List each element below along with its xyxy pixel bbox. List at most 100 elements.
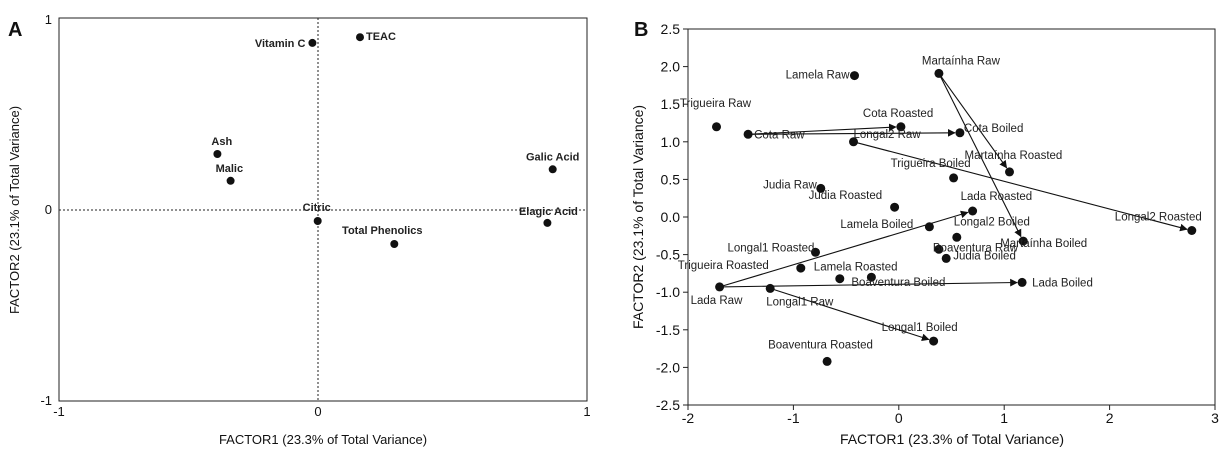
panel-b-point-longal2-boiled <box>952 232 962 242</box>
panel-b-arrow-longal2-raw-to-longal2-roasted <box>853 141 1188 232</box>
panel-b-arrow-longal1-raw-to-longal1-boiled <box>770 287 930 342</box>
panel-b-xtick: 1 <box>1000 410 1008 426</box>
panel-b-point-longal1-roasted <box>811 247 820 257</box>
panel-b-point-label: Martaínha Raw <box>922 55 1001 67</box>
panel-b-xtick: -1 <box>787 410 800 426</box>
panel-a-point-label: TEAC <box>366 31 396 43</box>
panel-b-point-label: Judia Roasted <box>809 190 883 202</box>
panel-b-ytick: -1.0 <box>656 284 680 300</box>
panel-b-point-judia-roasted <box>890 202 900 212</box>
panel-b-point-cota-roasted <box>896 122 906 132</box>
panel-b-point-cota-boiled <box>955 128 965 138</box>
panel-a-point-ash <box>213 150 222 158</box>
panel-b-point-lada-raw <box>715 282 725 292</box>
panel-a-point-vitamin-c <box>308 38 317 47</box>
panel-b-point-label: Lada Raw <box>691 295 743 307</box>
panel-b-point-label: Cota Roasted <box>863 108 933 120</box>
panel-b-point-longal2-roasted <box>1187 226 1197 235</box>
panel-a-points: Vitamin C TEAC Ash Malic Galic Acid Citric Ela… <box>211 31 579 248</box>
panel-b-xtick: 0 <box>895 410 903 426</box>
panel-a-point-malic <box>226 176 235 185</box>
panel-a-x-axis-title: FACTOR1 (23.3% of Total Variance) <box>219 432 427 447</box>
panel-b-xtick: 3 <box>1211 410 1219 426</box>
panel-b-point-judia-boiled <box>941 253 951 263</box>
panel-a-point-label: Elagic Acid <box>519 206 578 218</box>
panel-b-point-label: Cota Boiled <box>964 123 1023 135</box>
panel-b-ytick: 2.5 <box>661 21 681 37</box>
panel-b-y-axis-title: FACTOR2 (23.1% of Total Variance) <box>630 105 646 329</box>
panel-b-ticks: -2 -1 0 1 2 3 2.5 2.0 1.5 1.0 0.5 0.0 -0.5 -1.0 -1.5 -2… <box>656 21 1219 426</box>
panel-b-point-label: Martaínha Roasted <box>965 150 1063 162</box>
panel-b-ytick: 0.0 <box>661 209 681 225</box>
panel-a-point-teac <box>356 33 364 42</box>
panel-a-point-label: Vitamin C <box>255 38 306 50</box>
panel-b-point-label: Boaventura Roasted <box>768 339 873 351</box>
panel-b-point-boaventura-roasted <box>822 356 832 366</box>
panel-a-point-galic-acid <box>548 165 557 174</box>
panel-a-xtick: -1 <box>53 404 65 419</box>
panel-b-point-martainha-raw <box>934 68 944 78</box>
panel-b-point-label: Lamela Roasted <box>814 262 898 274</box>
panel-a-y-axis-title: FACTOR2 (23.1% of Total Variance) <box>7 106 22 314</box>
panel-b-point-longal1-boiled <box>929 336 939 346</box>
panel-a-xtick: 1 <box>583 404 590 419</box>
panel-b-ytick: 0.5 <box>661 171 681 187</box>
panel-a-point-citric <box>313 217 322 225</box>
panel-b-ytick: -1.5 <box>656 322 680 338</box>
panel-b-point-trigueira-roasted <box>796 263 806 273</box>
panel-b-point-label: Trigueira Raw <box>680 98 752 110</box>
panel-b-point-label: Lada Roasted <box>961 191 1033 203</box>
panel-b-ytick: -2.5 <box>656 397 680 413</box>
panel-b-point-lada-roasted <box>968 206 978 216</box>
panel-b-point-martainha-roasted <box>1005 167 1014 177</box>
panel-a-ytick: 1 <box>45 12 52 27</box>
panel-b-point-label: Longal2 Boiled <box>954 216 1030 228</box>
panel-a-point-label: Citric <box>303 202 331 214</box>
panel-b-ytick: -2.0 <box>656 359 680 375</box>
panel-b-ytick: 2.0 <box>661 59 681 75</box>
panel-b-point-martainha-boiled <box>1018 236 1028 246</box>
panel-b-point-label: Lamela Boiled <box>840 219 913 231</box>
panel-b-xtick: 2 <box>1106 410 1114 426</box>
panel-b-points: Martaínha Raw Lamela Raw Trigueira Raw Cota… <box>678 55 1202 366</box>
panel-a-ytick: 0 <box>45 202 52 217</box>
panel-b-point-label: Trigueira Roasted <box>678 260 769 272</box>
panel-a-point-elagic-acid <box>543 218 552 227</box>
panel-a-xtick: 0 <box>314 404 321 419</box>
panel-b-point-label: Longal2 Raw <box>854 129 922 141</box>
panel-b-point-judia-raw <box>816 183 826 193</box>
panel-b-point-label: Judia Raw <box>763 179 817 191</box>
panel-b: B -2 -1 0 1 2 3 2.5 2.0 1.5 1.0 0.5 0.0 -0.5 -1.0 -1.5… <box>630 19 1219 447</box>
panel-b-point-longal1-raw <box>765 283 775 293</box>
panel-b-xtick: -2 <box>682 410 695 426</box>
panel-b-point-label: Judia Boiled <box>953 250 1016 262</box>
panel-b-point-lada-boiled <box>1017 277 1027 287</box>
panel-b-point-lamela-boiled <box>924 222 934 232</box>
panel-a-letter: A <box>8 19 22 41</box>
panel-a-point-total-phenolics <box>390 240 399 248</box>
panel-b-arrow-martainha-raw-to-martainha-roasted <box>938 73 1008 169</box>
panel-b-x-axis-title: FACTOR1 (23.3% of Total Variance) <box>840 431 1064 447</box>
panel-b-letter: B <box>634 19 648 41</box>
panel-b-ytick: -0.5 <box>656 247 680 263</box>
panel-a-ticks: -1 0 1 -1 0 1 <box>40 12 590 419</box>
panel-b-point-label: Longal1 Boiled <box>882 322 958 334</box>
panel-b-point-label: Boaventura Raw <box>933 242 1019 254</box>
panel-b-arrow-cota-raw-to-cota-roasted <box>748 123 897 135</box>
panel-b-point-label: Martaínha Boiled <box>1000 238 1087 250</box>
panel-b-ytick: 1.5 <box>661 96 681 112</box>
panel-b-point-cota-raw <box>743 129 753 139</box>
panel-a-point-label: Galic Acid <box>526 151 579 163</box>
panel-a-ytick: -1 <box>40 393 52 408</box>
panel-b-point-label: Lada Boiled <box>1032 277 1093 289</box>
panel-b-point-trigueira-raw <box>712 122 721 132</box>
panel-b-point-label: Longal1 Roasted <box>728 242 815 254</box>
panel-b-point-label: Longal1 Raw <box>766 296 834 308</box>
panel-b-ytick: 1.0 <box>661 134 681 150</box>
panel-b-point-trigueira-boiled <box>949 173 959 183</box>
panel-b-point-label: Lamela Raw <box>786 70 851 82</box>
panel-a-point-label: Ash <box>211 136 232 148</box>
panel-b-point-lamela-raw <box>850 71 859 81</box>
panel-a-point-label: Malic <box>216 163 244 175</box>
